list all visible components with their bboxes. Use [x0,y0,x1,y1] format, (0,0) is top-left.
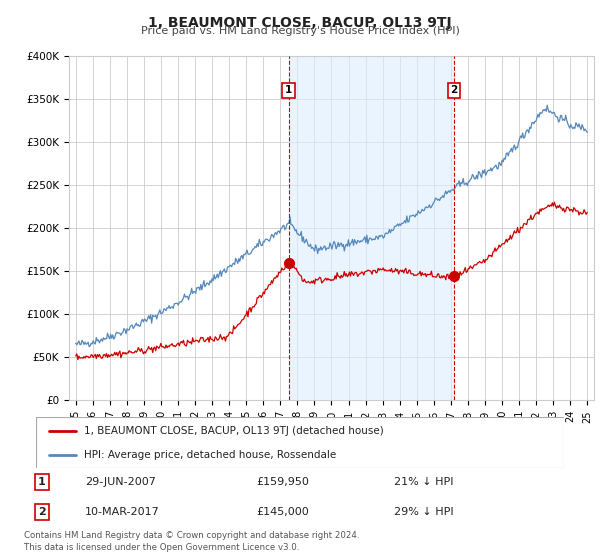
Text: HPI: Average price, detached house, Rossendale: HPI: Average price, detached house, Ross… [83,450,336,460]
Text: 29-JUN-2007: 29-JUN-2007 [85,477,155,487]
Bar [289,56,454,400]
Text: 29% ↓ HPI: 29% ↓ HPI [394,507,454,517]
Text: 2: 2 [451,86,458,95]
Text: 1: 1 [38,477,46,487]
Text: 10-MAR-2017: 10-MAR-2017 [85,507,160,517]
Text: 1, BEAUMONT CLOSE, BACUP, OL13 9TJ (detached house): 1, BEAUMONT CLOSE, BACUP, OL13 9TJ (deta… [83,426,383,436]
Text: 2: 2 [38,507,46,517]
Text: 1, BEAUMONT CLOSE, BACUP, OL13 9TJ: 1, BEAUMONT CLOSE, BACUP, OL13 9TJ [148,16,452,30]
Text: £145,000: £145,000 [256,507,308,517]
Text: Contains HM Land Registry data © Crown copyright and database right 2024.
This d: Contains HM Land Registry data © Crown c… [24,531,359,552]
Text: Price paid vs. HM Land Registry's House Price Index (HPI): Price paid vs. HM Land Registry's House … [140,26,460,36]
Text: £159,950: £159,950 [256,477,309,487]
Text: 1: 1 [285,86,292,95]
Text: 21% ↓ HPI: 21% ↓ HPI [394,477,454,487]
